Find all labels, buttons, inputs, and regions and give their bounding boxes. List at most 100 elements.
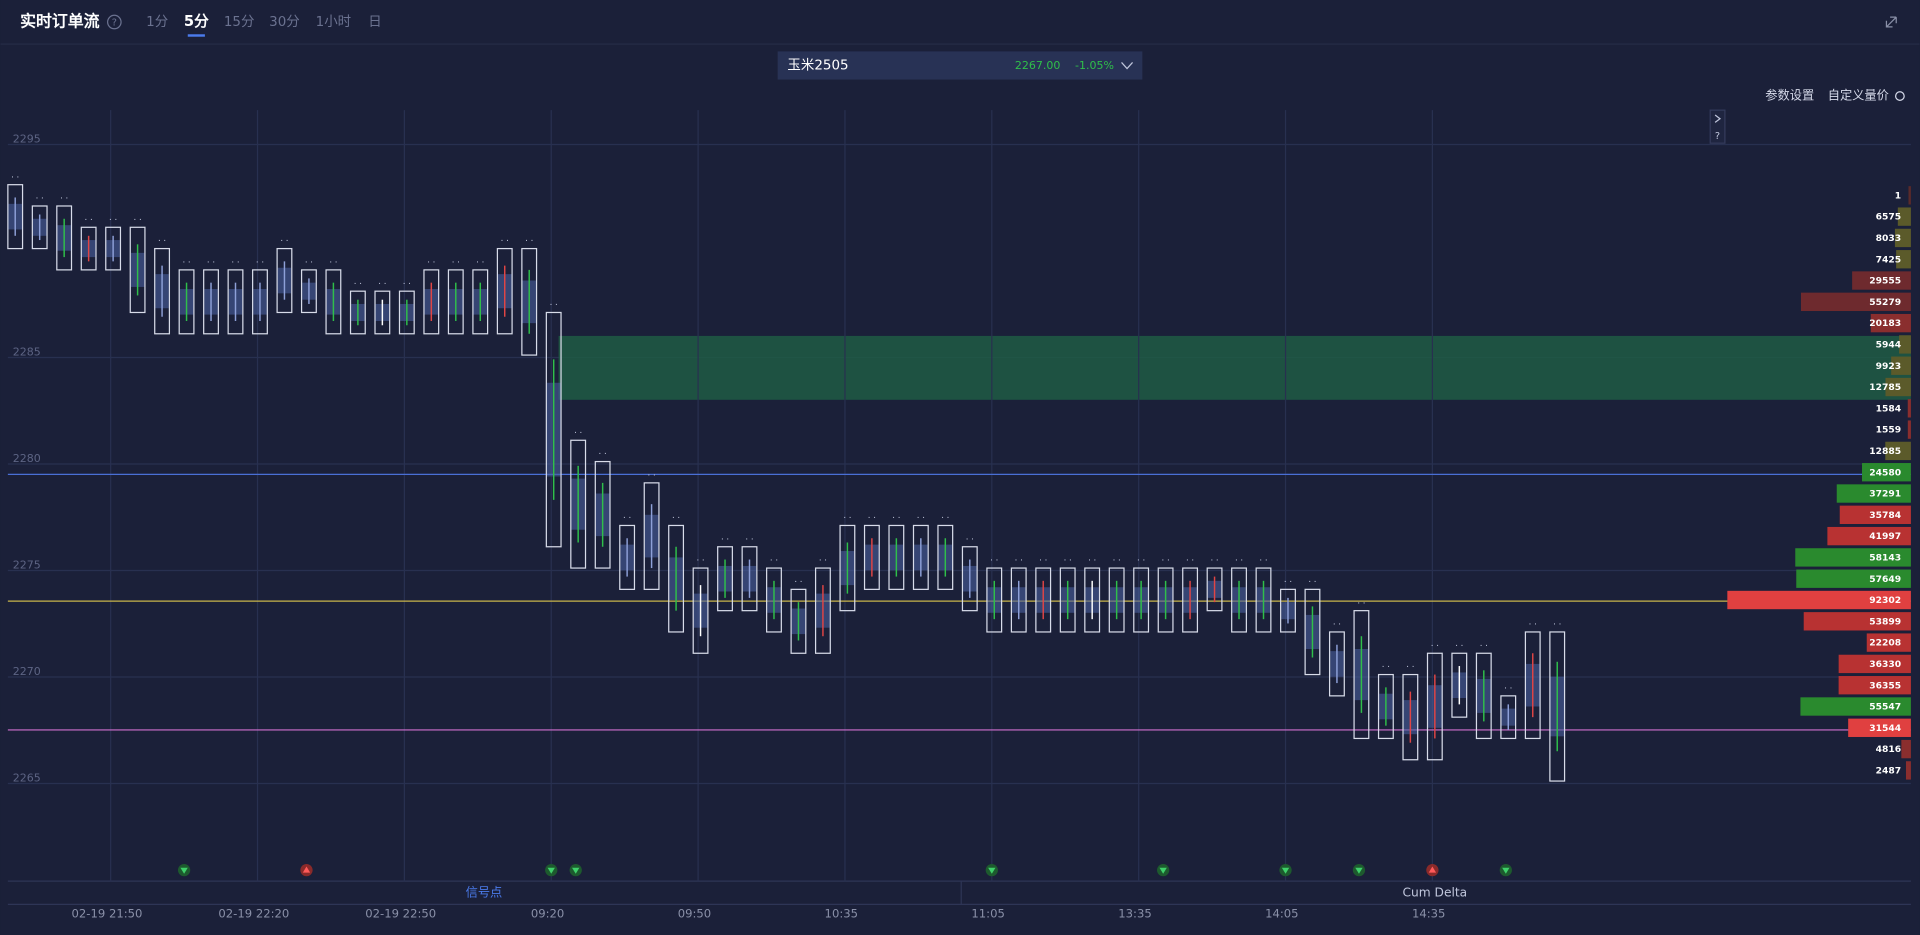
footprint-candle	[961, 546, 978, 612]
volume-profile-label: 4816	[1876, 744, 1901, 755]
candle-dots: · ·	[1039, 556, 1047, 566]
expand-button[interactable]	[1714, 114, 1722, 123]
footprint-candle	[276, 247, 293, 314]
candle-dots: · ·	[280, 237, 288, 247]
settings-button[interactable]: 参数设置	[1765, 88, 1814, 103]
footprint-candle	[349, 290, 366, 335]
volume-profile-bar	[1901, 739, 1911, 759]
x-tick-label: 09:20	[531, 907, 564, 921]
candle-dots: · ·	[501, 237, 509, 247]
timeframe-tab[interactable]: 5分	[184, 13, 209, 30]
y-tick-label: 2285	[13, 346, 41, 359]
volume-profile-label: 57649	[1869, 574, 1901, 585]
symbol-change: -1.05%	[1075, 59, 1114, 72]
timeframe-tab[interactable]: 30分	[269, 14, 300, 30]
volume-profile-bar	[1908, 186, 1911, 205]
timeframe-tab[interactable]: 1分	[146, 14, 168, 30]
volume-profile-label: 35784	[1869, 510, 1901, 521]
volume-profile-label: 2487	[1876, 766, 1901, 777]
volume-profile-label: 41997	[1869, 531, 1901, 542]
footprint-candle	[1255, 567, 1272, 633]
candle-dots: · ·	[1455, 641, 1463, 651]
candle-dots: · ·	[574, 428, 582, 438]
symbol-bar[interactable]	[777, 51, 1143, 80]
candle-dots: · ·	[1382, 663, 1390, 673]
footprint-candle	[839, 524, 856, 612]
candle-dots: · ·	[1210, 556, 1218, 566]
candle-dots: · ·	[427, 258, 435, 268]
footprint-candle	[105, 226, 122, 271]
x-tick-label: 14:35	[1412, 907, 1445, 921]
signal-panel-tab[interactable]: 信号点	[466, 885, 503, 899]
volume-profile-label: 12785	[1869, 382, 1901, 393]
candle-dots: · ·	[1137, 556, 1145, 566]
footprint-candle	[912, 524, 929, 590]
footprint-chart: 2295 2285 2280 2275 2270 2265 02-19 21:50 02-19…	[7, 110, 1911, 921]
candle-dots: · ·	[1504, 684, 1512, 694]
candle-dots: · ·	[1284, 578, 1292, 588]
collapse-icon[interactable]	[1885, 16, 1897, 28]
footprint-candle	[1475, 652, 1492, 740]
footprint-candle	[129, 226, 146, 314]
help-icon[interactable]	[106, 14, 122, 30]
custom-volume-button[interactable]: 自定义量价	[1828, 88, 1889, 103]
volume-profile-label: 1559	[1876, 425, 1901, 436]
candle-dots: · ·	[1529, 620, 1537, 630]
footprint-candle	[619, 524, 636, 590]
symbol-price: 2267.00	[1015, 59, 1060, 72]
footprint-candle	[643, 482, 660, 590]
volume-profile-label: 53899	[1869, 616, 1901, 627]
footprint-candle	[766, 567, 782, 633]
footprint-candle	[570, 439, 587, 569]
symbol-name: 玉米2505	[787, 57, 848, 73]
footprint-candle	[1133, 567, 1150, 633]
footprint-candle	[398, 290, 415, 335]
x-tick-label: 02-19 21:50	[72, 907, 143, 921]
candle-dots: · ·	[745, 535, 753, 545]
volume-profile-label: 92302	[1869, 595, 1901, 606]
footprint-candle	[814, 567, 831, 654]
x-tick-label: 13:35	[1118, 907, 1151, 921]
dropdown-chevron[interactable]	[1121, 62, 1134, 70]
footprint-candle	[1010, 567, 1027, 633]
candle-dots: · ·	[378, 279, 386, 289]
volume-profile-bar	[1907, 399, 1911, 418]
footprint-candle	[1231, 567, 1247, 633]
candle-dots: · ·	[941, 514, 949, 524]
cum-delta-panel-tab[interactable]: Cum Delta	[1403, 885, 1468, 899]
signal-arrow	[1428, 866, 1437, 873]
help-button[interactable]: ?	[1715, 131, 1720, 142]
volume-profile-label: 55547	[1869, 702, 1901, 713]
volume-profile-label: 7425	[1876, 254, 1901, 265]
timeframe-tab[interactable]: 日	[368, 15, 381, 30]
side-buttons	[1709, 109, 1726, 144]
signal-arrow	[1281, 867, 1290, 874]
timeframe-tab[interactable]: 15分	[224, 14, 255, 30]
volume-profile-label: 22208	[1869, 638, 1901, 649]
signal-arrow	[1502, 867, 1510, 874]
footprint-candle	[986, 567, 1003, 633]
footprint-candle	[1426, 652, 1443, 761]
volume-profile-label: 31544	[1869, 723, 1901, 734]
volume-profile-bar	[1852, 271, 1911, 290]
footprint-candle	[1524, 631, 1541, 740]
volume-profile-bar	[1803, 612, 1911, 631]
volume-profile-bar	[1891, 356, 1911, 375]
volume-profile-bar	[1727, 590, 1911, 610]
candle-dots: · ·	[1186, 556, 1194, 566]
footprint-candle	[1035, 567, 1052, 633]
candle-dots: · ·	[1259, 556, 1267, 566]
signal-arrow	[988, 867, 996, 874]
candle-dots: · ·	[60, 194, 68, 204]
footprint-candle	[1157, 567, 1174, 633]
candle-dots: · ·	[354, 279, 362, 289]
x-tick-label: 11:05	[971, 907, 1004, 921]
timeframe-tab[interactable]: 1小时	[316, 14, 351, 30]
footprint-candle	[1402, 673, 1419, 761]
footprint-candle	[863, 524, 880, 590]
footprint-candle	[741, 546, 758, 612]
volume-profile-label: 55279	[1869, 297, 1901, 308]
